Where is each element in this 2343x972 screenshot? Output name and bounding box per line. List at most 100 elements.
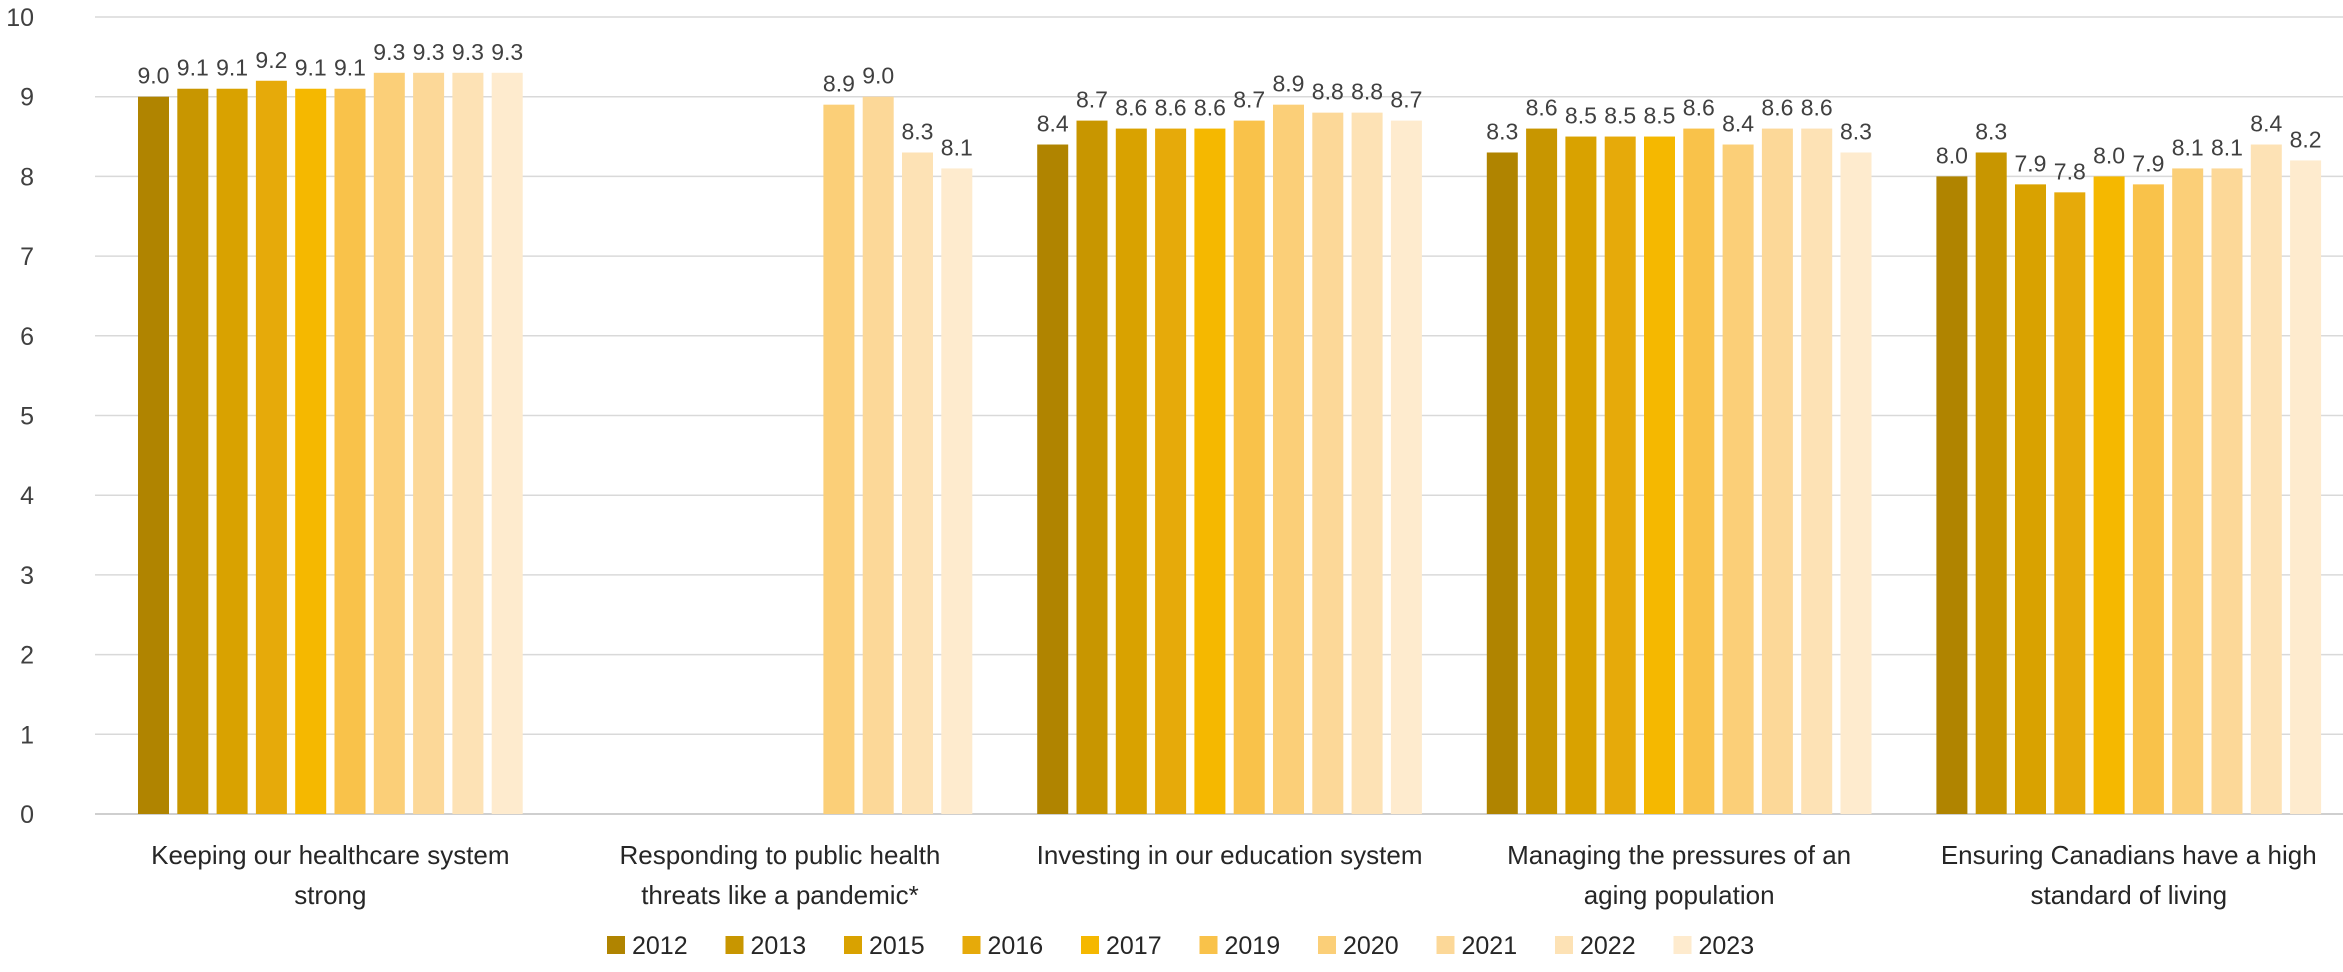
category-label: standard of living xyxy=(2030,880,2227,910)
x-axis-category-labels: Keeping our healthcare system strong Respo… xyxy=(151,840,2317,910)
bar-2023 xyxy=(1840,152,1872,815)
legend-swatch-2016 xyxy=(962,936,981,954)
y-tick-label: 9 xyxy=(20,84,34,112)
bar-2015 xyxy=(2015,184,2046,814)
data-label: 9.1 xyxy=(216,55,248,81)
legend-label: 2023 xyxy=(1699,932,1755,960)
data-label: 8.6 xyxy=(1761,95,1793,121)
bar-2015 xyxy=(1115,128,1147,814)
data-label: 8.1 xyxy=(2211,134,2243,160)
bar-2021 xyxy=(1312,112,1344,814)
data-label: 8.5 xyxy=(1644,103,1676,129)
data-label: 8.8 xyxy=(1312,79,1344,105)
bar-2022 xyxy=(1351,112,1383,814)
data-label: 8.6 xyxy=(1155,95,1187,121)
data-label: 8.9 xyxy=(1273,71,1305,97)
bar-2021 xyxy=(862,96,894,814)
data-label: 8.1 xyxy=(941,134,973,160)
legend-swatch-2019 xyxy=(1199,936,1218,954)
data-label: 8.7 xyxy=(1233,87,1265,113)
category-label: Managing the pressures of an xyxy=(1507,840,1851,870)
data-label: 8.8 xyxy=(1351,79,1383,105)
data-label: 8.6 xyxy=(1526,95,1558,121)
y-tick-label: 5 xyxy=(20,403,34,431)
bar-2017 xyxy=(2093,176,2125,814)
data-label: 8.0 xyxy=(1936,142,1968,168)
legend-swatch-2023 xyxy=(1673,936,1692,954)
data-label: 9.1 xyxy=(295,55,327,81)
bar-2022 xyxy=(2250,144,2282,814)
bar-2013 xyxy=(1076,120,1108,815)
bar-2016 xyxy=(1155,128,1187,814)
bar-2013 xyxy=(177,88,209,815)
data-label: 7.9 xyxy=(2015,150,2047,176)
legend-label: 2017 xyxy=(1106,932,1162,960)
bar-2023 xyxy=(1390,120,1422,815)
bar-2019 xyxy=(1233,120,1265,815)
y-tick-label: 6 xyxy=(20,323,34,351)
legend-label: 2020 xyxy=(1343,932,1399,960)
y-tick-label: 3 xyxy=(20,562,34,590)
category-label: Keeping our healthcare system xyxy=(151,840,509,870)
bar-2020 xyxy=(373,72,405,815)
bar-2013 xyxy=(1975,152,2007,815)
data-label: 8.5 xyxy=(1604,103,1636,129)
bar-2019 xyxy=(334,88,366,815)
legend-label: 2019 xyxy=(1225,932,1281,960)
bar-2020 xyxy=(1273,104,1304,815)
bar-2021 xyxy=(413,72,445,815)
bar-2020 xyxy=(823,104,855,815)
data-label: 8.6 xyxy=(1683,95,1715,121)
bar-2020 xyxy=(2172,168,2204,814)
bar-2012 xyxy=(1486,152,1518,815)
legend-label: 2021 xyxy=(1462,932,1518,960)
y-tick-label: 10 xyxy=(6,4,34,32)
legend-swatch-2013 xyxy=(725,936,744,954)
bar-2017 xyxy=(1644,136,1675,815)
data-label: 8.7 xyxy=(1076,87,1108,113)
bar-2019 xyxy=(2132,184,2164,814)
data-label: 7.8 xyxy=(2054,158,2086,184)
data-label: 8.3 xyxy=(1975,118,2007,144)
bar-2023 xyxy=(491,72,523,815)
data-label: 8.6 xyxy=(1194,95,1226,121)
legend-label: 2015 xyxy=(869,932,925,960)
legend-swatch-2021 xyxy=(1436,936,1455,954)
bar-2020 xyxy=(1722,144,1754,814)
category-label: Ensuring Canadians have a high xyxy=(1941,840,2317,870)
data-label: 9.1 xyxy=(334,55,366,81)
data-label: 9.3 xyxy=(452,39,484,65)
data-label: 9.1 xyxy=(177,55,209,81)
legend-label: 2013 xyxy=(751,932,807,960)
y-tick-label: 0 xyxy=(20,801,34,829)
data-label: 9.2 xyxy=(255,47,287,73)
bar-2022 xyxy=(902,152,933,815)
category-label: Investing in our education system xyxy=(1037,840,1423,870)
data-label: 8.7 xyxy=(1390,87,1422,113)
data-label: 8.6 xyxy=(1115,95,1147,121)
data-label: 8.1 xyxy=(2172,134,2204,160)
data-label: 8.5 xyxy=(1565,103,1597,129)
bar-2016 xyxy=(255,80,287,814)
bars xyxy=(138,72,2322,815)
category-label: Responding to public health xyxy=(619,840,940,870)
legend-label: 2022 xyxy=(1580,932,1636,960)
data-label: 7.9 xyxy=(2132,150,2164,176)
bar-2017 xyxy=(1194,128,1226,814)
bar-2013 xyxy=(1526,128,1558,814)
bar-2021 xyxy=(1761,128,1793,814)
legend-label: 2012 xyxy=(632,932,688,960)
category-label: threats like a pandemic* xyxy=(641,880,918,910)
legend-swatch-2020 xyxy=(1318,936,1336,954)
data-label: 9.3 xyxy=(373,39,405,65)
legend-swatch-2022 xyxy=(1555,936,1573,954)
legend-swatch-2017 xyxy=(1081,936,1099,954)
y-tick-label: 2 xyxy=(20,642,34,670)
y-tick-label: 8 xyxy=(20,163,34,191)
category-label: strong xyxy=(294,880,366,910)
data-label: 8.3 xyxy=(1840,118,1872,144)
data-labels: 9.0 9.1 9.1 9.2 9.1 9.1 9.3 9.3 9.3 9.3 8.9 9.0 8.3 8… xyxy=(138,39,2322,185)
legend-label: 2016 xyxy=(988,932,1044,960)
legend-swatch-2012 xyxy=(607,936,625,954)
